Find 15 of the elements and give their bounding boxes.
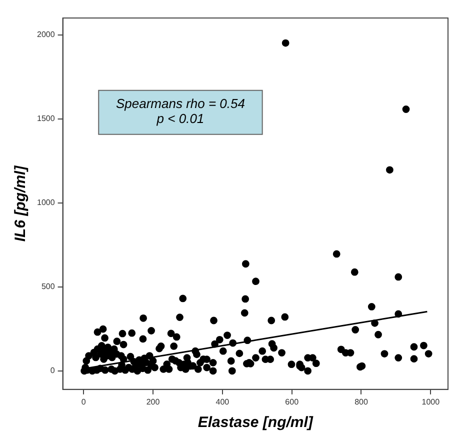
x-tick-label: 0: [81, 397, 86, 406]
y-axis-title: IL6 [pg/ml]: [12, 164, 30, 242]
annotation: p < 0.01: [156, 111, 204, 126]
x-tick-label: 800: [354, 397, 368, 406]
x-tick-label: 200: [146, 397, 160, 406]
x-tick-label: 600: [285, 397, 300, 406]
y-tick-label: 1000: [37, 198, 56, 208]
annotation: Spearmans rho = 0.54: [116, 96, 245, 112]
x-tick-label: 400: [216, 397, 230, 406]
x-axis-title: Elastase [ng/ml]: [198, 414, 314, 432]
y-tick-label: 0: [50, 366, 56, 376]
y-tick-label: 1500: [37, 114, 56, 124]
y-tick-label: 500: [41, 282, 56, 292]
x-tick-label: 1000: [422, 397, 440, 406]
y-tick-label: 2000: [37, 30, 56, 40]
